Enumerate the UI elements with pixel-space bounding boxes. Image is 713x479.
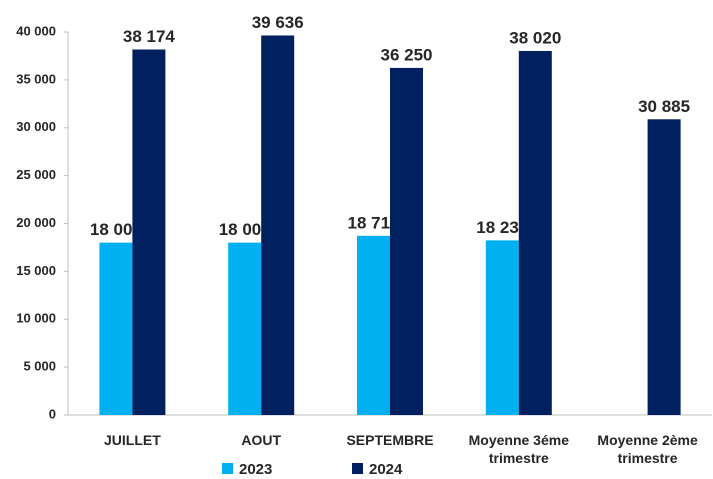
bar — [99, 242, 133, 415]
value-label: 30 885 — [638, 97, 690, 116]
value-label: 38 174 — [123, 27, 176, 46]
x-tick-label: SEPTEMBRE — [346, 432, 434, 448]
x-tick-label: Moyenne 2ème trimestre — [597, 432, 698, 466]
value-label: 39 636 — [252, 13, 304, 32]
x-tick-label: Moyenne 3éme trimestre — [468, 432, 569, 466]
bar — [132, 49, 166, 416]
y-tick-label: 30 000 — [16, 119, 56, 134]
y-tick-label: 0 — [49, 406, 56, 421]
value-label: 36 250 — [381, 45, 433, 64]
legend-swatch — [222, 463, 233, 474]
bar — [647, 119, 681, 415]
y-tick-label: 40 000 — [16, 23, 56, 38]
bar — [485, 240, 519, 415]
value-label: 18 238 — [476, 218, 528, 237]
value-label: 18 000 — [219, 220, 271, 239]
bar — [357, 235, 390, 415]
y-tick-label: 15 000 — [16, 263, 56, 278]
y-tick-label: 25 000 — [16, 167, 56, 182]
x-tick-label: JUILLET — [104, 432, 161, 448]
y-tick-label: 10 000 — [16, 311, 56, 326]
legend-swatch — [352, 463, 363, 474]
y-tick-label: 5 000 — [23, 359, 56, 374]
legend-label: 2024 — [369, 461, 403, 478]
y-tick-label: 20 000 — [16, 215, 56, 230]
bar — [261, 35, 295, 416]
value-label: 18 714 — [348, 213, 401, 232]
x-tick-label: AOUT — [241, 432, 282, 448]
bar — [390, 67, 423, 415]
y-tick-label: 35 000 — [16, 71, 56, 86]
bar — [518, 50, 552, 416]
bar — [228, 242, 262, 415]
value-label: 38 020 — [509, 28, 561, 47]
value-label: 18 000 — [90, 220, 142, 239]
legend-label: 2023 — [239, 461, 272, 478]
